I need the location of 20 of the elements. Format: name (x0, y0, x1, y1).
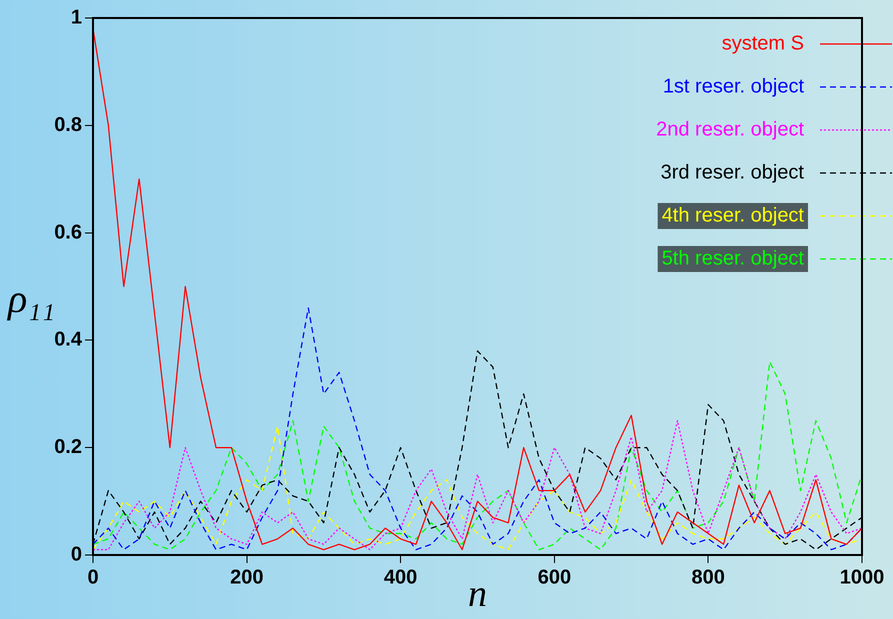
y-axis-title: ρ₁₁ (8, 275, 56, 322)
y-tick-label: 0 (70, 544, 82, 566)
y-tick-label: 0.8 (54, 114, 82, 136)
x-tick-label: 200 (230, 566, 264, 589)
y-tick-label: 0.4 (54, 328, 83, 351)
legend-label: 5th reser. object (662, 248, 804, 270)
legend-label: 1st reser. object (662, 76, 804, 98)
x-tick-label: 0 (87, 566, 99, 589)
legend-label: system S (722, 32, 804, 55)
legend-label: 2nd reser. object (656, 118, 804, 141)
x-tick-label: 1000 (840, 566, 884, 589)
y-tick-label: 0.6 (54, 221, 82, 244)
x-tick-label: 600 (538, 566, 572, 589)
y-tick-label: 0.2 (54, 436, 82, 458)
legend-label: 3rd reser. object (660, 162, 804, 184)
x-axis-title: n (468, 573, 487, 616)
y-tick-label: 1 (70, 6, 82, 29)
x-tick-label: 800 (692, 566, 725, 589)
x-tick-label: 400 (384, 566, 418, 589)
legend-label: 4th reser. object (662, 204, 804, 227)
